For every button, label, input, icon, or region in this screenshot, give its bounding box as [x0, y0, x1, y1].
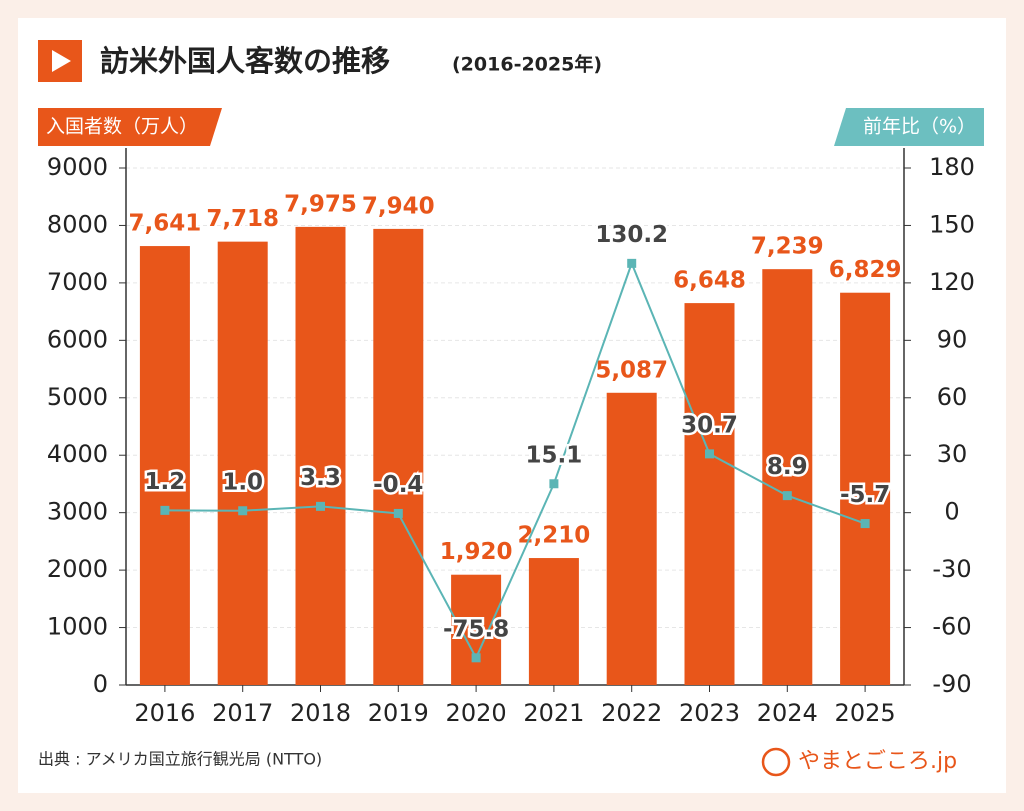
line-marker	[860, 519, 870, 529]
bar-value-label: 7,718	[206, 206, 279, 232]
line-marker	[160, 505, 170, 515]
x-tick-label: 2025	[835, 699, 896, 727]
y2-tick-label: -60	[932, 613, 971, 641]
bar	[840, 292, 891, 685]
bar	[295, 226, 346, 685]
y2-tick-label: 180	[929, 153, 975, 181]
y-tick-label: 8000	[47, 210, 108, 238]
bar	[528, 558, 579, 685]
chart-subtitle: (2016-2025年)	[452, 53, 602, 76]
y2-tick-label: 150	[929, 210, 975, 238]
line-marker	[393, 508, 403, 518]
y-tick-label: 7000	[47, 268, 108, 296]
bar	[606, 392, 657, 685]
x-tick-label: 2022	[601, 699, 662, 727]
bar-value-label: 7,975	[284, 191, 357, 217]
line-value-label: 8.9	[767, 454, 808, 480]
bar-value-label: 1,920	[440, 539, 513, 565]
y2-label-box	[834, 108, 984, 146]
x-tick-label: 2017	[212, 699, 273, 727]
x-tick-label: 2018	[290, 699, 351, 727]
line-value-label: 15.1	[526, 442, 583, 468]
y2-tick-label: 30	[937, 440, 968, 468]
logo: やまとごころ.jp	[798, 749, 957, 774]
y-tick-label: 2000	[47, 555, 108, 583]
line-marker	[627, 258, 637, 268]
y-tick-label: 9000	[47, 153, 108, 181]
y-tick-label: 4000	[47, 440, 108, 468]
y-axis-label: 入国者数（万人）	[46, 116, 198, 138]
bar-value-label: 7,239	[751, 234, 824, 260]
line-marker	[238, 506, 248, 516]
bar	[762, 269, 813, 685]
bar	[139, 246, 190, 685]
x-tick-label: 2020	[446, 699, 507, 727]
y2-axis-label: 前年比（%）	[863, 116, 976, 138]
bar-value-label: 6,829	[829, 257, 902, 283]
bar	[217, 241, 268, 685]
x-tick-label: 2016	[134, 699, 195, 727]
line-value-label: -0.4	[373, 472, 423, 498]
x-tick-label: 2021	[523, 699, 584, 727]
chart-title: 訪米外国人客数の推移	[100, 44, 390, 78]
y2-tick-label: 90	[937, 325, 968, 353]
line-value-label: 130.2	[595, 222, 668, 248]
line-value-label: 1.0	[222, 469, 263, 495]
line-marker	[549, 479, 559, 489]
y-tick-label: 3000	[47, 498, 108, 526]
bar	[373, 228, 424, 685]
line-value-label: -75.8	[443, 616, 509, 642]
line-value-label: 3.3	[300, 465, 341, 491]
y-tick-label: 5000	[47, 383, 108, 411]
y2-tick-label: 60	[937, 383, 968, 411]
line-marker	[782, 491, 792, 501]
line-marker	[471, 653, 481, 663]
bar-value-label: 5,087	[595, 357, 668, 383]
line-value-label: 30.7	[681, 412, 738, 438]
line-value-label: -5.7	[840, 482, 890, 508]
line-value-label: 1.2	[145, 469, 186, 495]
y-tick-label: 1000	[47, 613, 108, 641]
y-label-box	[38, 108, 222, 146]
bar-value-label: 2,210	[518, 523, 591, 549]
y2-tick-label: 0	[944, 498, 959, 526]
title-icon-arrow	[52, 50, 71, 72]
bar	[684, 303, 735, 685]
line	[164, 260, 866, 661]
logo-icon	[761, 747, 791, 777]
y2-tick-label: -90	[932, 670, 971, 698]
y-tick-label: 0	[93, 670, 108, 698]
bar-value-label: 7,940	[362, 193, 435, 219]
bar	[451, 574, 502, 685]
line-marker	[316, 501, 325, 511]
y2-tick-label: 120	[929, 268, 975, 296]
x-tick-label: 2024	[757, 699, 818, 727]
source: 出典 : アメリカ国立旅行観光局 (NTTO)	[38, 750, 322, 769]
x-tick-label: 2019	[368, 699, 429, 727]
y-tick-label: 6000	[47, 325, 108, 353]
y2-tick-label: -30	[932, 555, 971, 583]
x-tick-label: 2023	[679, 699, 740, 727]
line-marker	[705, 449, 714, 459]
bar-value-label: 7,641	[129, 211, 202, 237]
bar-value-label: 6,648	[673, 268, 746, 294]
